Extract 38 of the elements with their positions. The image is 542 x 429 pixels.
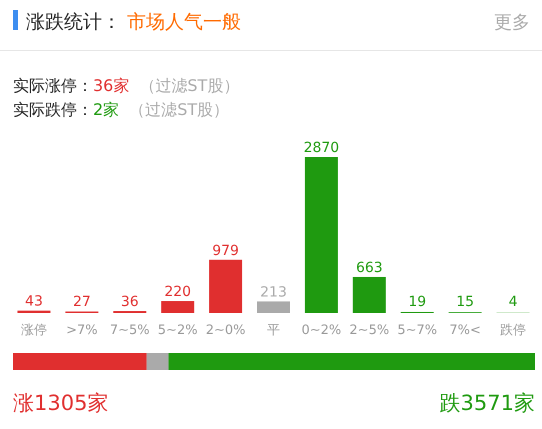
data-label: 15 bbox=[456, 294, 474, 310]
data-label: 220 bbox=[164, 284, 192, 300]
text: 实际跌停： bbox=[13, 100, 93, 119]
text: 2家 bbox=[93, 100, 120, 119]
x-tick-label: 5~7% bbox=[397, 323, 438, 338]
text: 更多 bbox=[494, 12, 530, 33]
text: （过滤ST股） bbox=[129, 100, 230, 119]
data-label: 36 bbox=[120, 294, 139, 310]
x-tick-label: 7%< bbox=[449, 323, 481, 338]
bar bbox=[161, 301, 194, 313]
data-label: 213 bbox=[260, 284, 287, 300]
text: 36家 bbox=[93, 76, 130, 95]
bar bbox=[352, 276, 386, 313]
text: 跌3571家 bbox=[440, 391, 535, 415]
data-label: 2870 bbox=[304, 140, 340, 156]
data-label: 43 bbox=[25, 294, 43, 310]
data-label: 979 bbox=[212, 242, 239, 259]
x-tick-label: 平 bbox=[267, 323, 280, 338]
bar bbox=[209, 260, 242, 313]
data-label: 19 bbox=[408, 294, 426, 310]
x-tick-label: 7~5% bbox=[110, 323, 150, 338]
data-label: 4 bbox=[508, 294, 518, 310]
chart-subtitle: 市场人气一般 bbox=[127, 11, 241, 33]
bar bbox=[257, 301, 290, 313]
x-tick-label: 5~2% bbox=[158, 323, 198, 338]
x-tick-label: 跌停 bbox=[500, 323, 526, 338]
text: 涨1305家 bbox=[13, 391, 108, 415]
x-tick-label: 涨停 bbox=[20, 323, 47, 338]
x-tick-label: >7% bbox=[66, 323, 98, 338]
text: （过滤ST股） bbox=[139, 76, 240, 95]
x-tick-label: 0~2% bbox=[302, 323, 342, 338]
bar bbox=[304, 157, 338, 313]
x-tick-label: 2~0% bbox=[206, 323, 246, 338]
x-tick-label: 2~5% bbox=[349, 323, 390, 338]
text: 实际涨停： bbox=[13, 76, 93, 95]
data-label: 663 bbox=[356, 260, 383, 276]
data-label: 27 bbox=[72, 294, 91, 310]
chart-title: 涨跌统计： bbox=[26, 11, 121, 33]
